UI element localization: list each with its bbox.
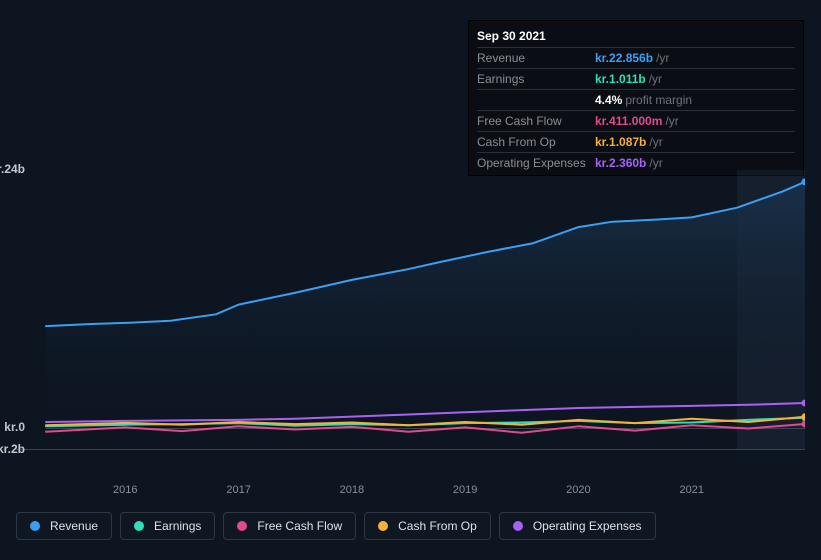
tooltip-unit-text: profit margin [625, 93, 692, 107]
chart-legend: Revenue Earnings Free Cash Flow Cash From O… [16, 512, 656, 540]
x-axis-label: 2020 [566, 484, 590, 496]
chart-tooltip: Sep 30 2021 Revenuekr.22.856b/yrEarnings… [468, 20, 804, 176]
tooltip-unit-text: /yr [649, 156, 662, 170]
legend-item-free-cash-flow[interactable]: Free Cash Flow [223, 512, 356, 540]
tooltip-table: Revenuekr.22.856b/yrEarningskr.1.011b/yr… [477, 47, 795, 173]
tooltip-row: Free Cash Flowkr.411.000m/yr [477, 111, 795, 132]
tooltip-row-value: kr.1.087b/yr [595, 132, 795, 153]
tooltip-row: Earningskr.1.011b/yr [477, 69, 795, 90]
tooltip-value-text: kr.2.360b [595, 156, 646, 170]
x-axis-label: 2021 [679, 484, 703, 496]
legend-item-earnings[interactable]: Earnings [120, 512, 215, 540]
tooltip-row-value: kr.22.856b/yr [595, 48, 795, 69]
legend-dot-icon [30, 521, 40, 531]
financials-chart[interactable]: kr.24bkr.0-kr.2b 20162017201820192020202… [16, 170, 805, 450]
tooltip-row-value: kr.411.000m/yr [595, 111, 795, 132]
x-axis-label: 2019 [453, 484, 477, 496]
legend-item-revenue[interactable]: Revenue [16, 512, 112, 540]
tooltip-row: Revenuekr.22.856b/yr [477, 48, 795, 69]
legend-dot-icon [134, 521, 144, 531]
y-axis-label: -kr.2b [0, 442, 25, 456]
tooltip-row-label: Free Cash Flow [477, 111, 595, 132]
tooltip-date: Sep 30 2021 [477, 27, 795, 47]
legend-label: Revenue [50, 519, 98, 533]
tooltip-unit-text: /yr [665, 114, 678, 128]
tooltip-unit-text: /yr [656, 51, 669, 65]
legend-dot-icon [237, 521, 247, 531]
legend-label: Operating Expenses [533, 519, 642, 533]
tooltip-row: Cash From Opkr.1.087b/yr [477, 132, 795, 153]
x-axis-label: 2016 [113, 484, 137, 496]
tooltip-row-value: kr.1.011b/yr [595, 69, 795, 90]
legend-item-cash-from-op[interactable]: Cash From Op [364, 512, 491, 540]
tooltip-row-value: 4.4%profit margin [595, 90, 795, 111]
x-axis-label: 2018 [340, 484, 364, 496]
tooltip-value-text: kr.1.087b [595, 135, 646, 149]
tooltip-row-label: Revenue [477, 48, 595, 69]
tooltip-value-text: kr.411.000m [595, 114, 662, 128]
tooltip-value-text: kr.22.856b [595, 51, 653, 65]
tooltip-unit-text: /yr [649, 135, 662, 149]
tooltip-row-label [477, 90, 595, 111]
tooltip-row: 4.4%profit margin [477, 90, 795, 111]
legend-item-operating-expenses[interactable]: Operating Expenses [499, 512, 656, 540]
x-axis-label: 2017 [226, 484, 250, 496]
legend-dot-icon [513, 521, 523, 531]
legend-label: Cash From Op [398, 519, 477, 533]
tooltip-value-text: 4.4% [595, 93, 622, 107]
tooltip-value-text: kr.1.011b [595, 72, 646, 86]
chart-svg [16, 170, 805, 450]
legend-dot-icon [378, 521, 388, 531]
legend-label: Free Cash Flow [257, 519, 342, 533]
y-axis-label: kr.0 [0, 420, 25, 434]
legend-label: Earnings [154, 519, 201, 533]
tooltip-row-label: Cash From Op [477, 132, 595, 153]
tooltip-unit-text: /yr [649, 72, 662, 86]
tooltip-row-label: Earnings [477, 69, 595, 90]
y-axis-label: kr.24b [0, 162, 25, 176]
